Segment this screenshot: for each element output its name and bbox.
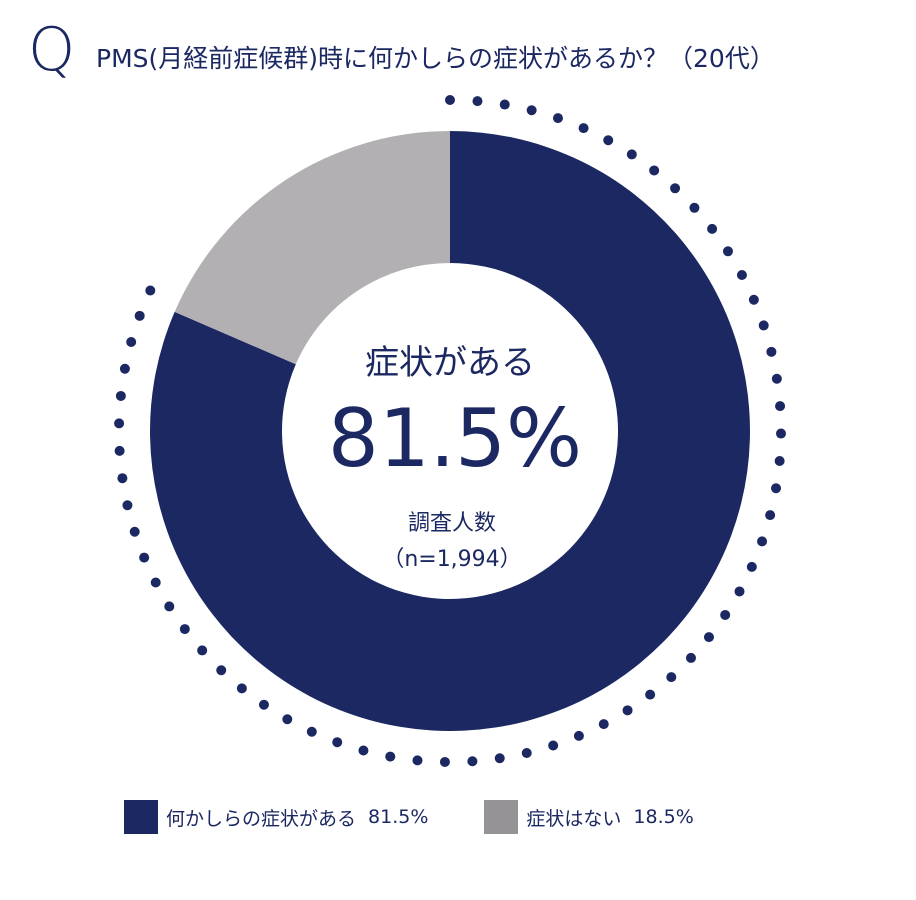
arc-dot	[236, 683, 247, 694]
arc-dot	[622, 705, 633, 716]
question-mark: Q	[28, 15, 76, 85]
arc-dot	[548, 740, 559, 751]
arc-dot	[775, 428, 786, 439]
arc-dot	[746, 561, 757, 572]
arc-dot	[521, 747, 532, 758]
arc-dot	[573, 730, 584, 741]
arc-dot	[757, 536, 768, 547]
arc-dot	[689, 202, 700, 213]
arc-dot	[117, 473, 128, 484]
legend-item-has-symptoms: 何かしらの症状がある 81.5%	[124, 800, 428, 834]
slice-has-symptoms	[149, 131, 750, 731]
legend-item-no-symptoms: 症状はない 18.5%	[484, 800, 694, 834]
arc-dot	[552, 113, 563, 124]
arc-dot	[385, 751, 396, 762]
legend-swatch-primary	[124, 800, 158, 834]
arc-dot	[720, 609, 731, 620]
arc-dot	[467, 756, 478, 767]
arc-dot	[766, 346, 777, 357]
arc-dot	[445, 95, 455, 105]
arc-dot	[134, 310, 145, 321]
arc-dot	[765, 510, 776, 521]
arc-dot	[306, 726, 317, 737]
arc-dot	[114, 418, 125, 429]
arc-dot	[649, 165, 660, 176]
arc-dot	[703, 632, 714, 643]
arc-dot	[258, 699, 269, 710]
arc-dot	[150, 577, 161, 588]
legend-value: 81.5%	[368, 806, 429, 828]
arc-dot	[179, 624, 190, 635]
arc-dot	[598, 719, 609, 730]
arc-dot	[472, 96, 483, 107]
arc-dot	[129, 526, 140, 537]
arc-dot	[771, 373, 782, 384]
arc-dot	[216, 665, 227, 676]
arc-dot	[358, 745, 369, 756]
arc-dot	[139, 552, 150, 563]
arc-dot	[722, 246, 733, 257]
arc-dot	[645, 689, 656, 700]
arc-dot	[736, 269, 747, 280]
arc-dot	[494, 753, 505, 764]
arc-dot	[115, 390, 126, 401]
arc-dot	[114, 445, 125, 456]
arc-dot	[775, 401, 786, 412]
arc-dot	[771, 483, 782, 494]
legend-swatch-secondary	[484, 800, 519, 834]
arc-dot	[439, 756, 450, 767]
arc-dot	[332, 737, 343, 748]
arc-dot	[758, 320, 769, 331]
slice-no-symptoms	[174, 130, 450, 365]
arc-dot	[578, 123, 589, 134]
arc-dot	[122, 500, 133, 511]
dotted-arc	[114, 95, 786, 767]
arc-dot	[412, 755, 423, 766]
arc-dot	[666, 672, 677, 683]
arc-dot	[748, 294, 759, 305]
arc-dot	[774, 455, 785, 466]
center-label: 症状がある	[365, 343, 535, 383]
arc-dot	[734, 586, 745, 597]
arc-dot	[197, 645, 208, 656]
arc-dot	[145, 285, 156, 296]
center-value: 81.5%	[328, 392, 582, 485]
arc-dot	[164, 601, 175, 612]
arc-dot	[707, 223, 718, 234]
legend-label: 症状はない	[526, 807, 622, 830]
arc-dot	[670, 183, 681, 194]
legend: 何かしらの症状がある 81.5% 症状はない 18.5%	[124, 800, 750, 834]
arc-dot	[526, 105, 537, 116]
arc-dot	[119, 363, 130, 374]
sample-label: 調査人数	[408, 511, 496, 536]
legend-value: 18.5%	[633, 806, 694, 828]
arc-dot	[603, 135, 614, 146]
arc-dot	[126, 336, 137, 347]
legend-label: 何かしらの症状がある	[166, 807, 357, 830]
question-title: PMS(月経前症候群)時に何かしらの症状があるか？（20代）	[96, 44, 775, 73]
arc-dot	[626, 149, 637, 160]
sample-size: （n=1,994）	[382, 547, 521, 572]
arc-dot	[685, 652, 696, 663]
arc-dot	[282, 714, 293, 725]
arc-dot	[499, 99, 510, 110]
